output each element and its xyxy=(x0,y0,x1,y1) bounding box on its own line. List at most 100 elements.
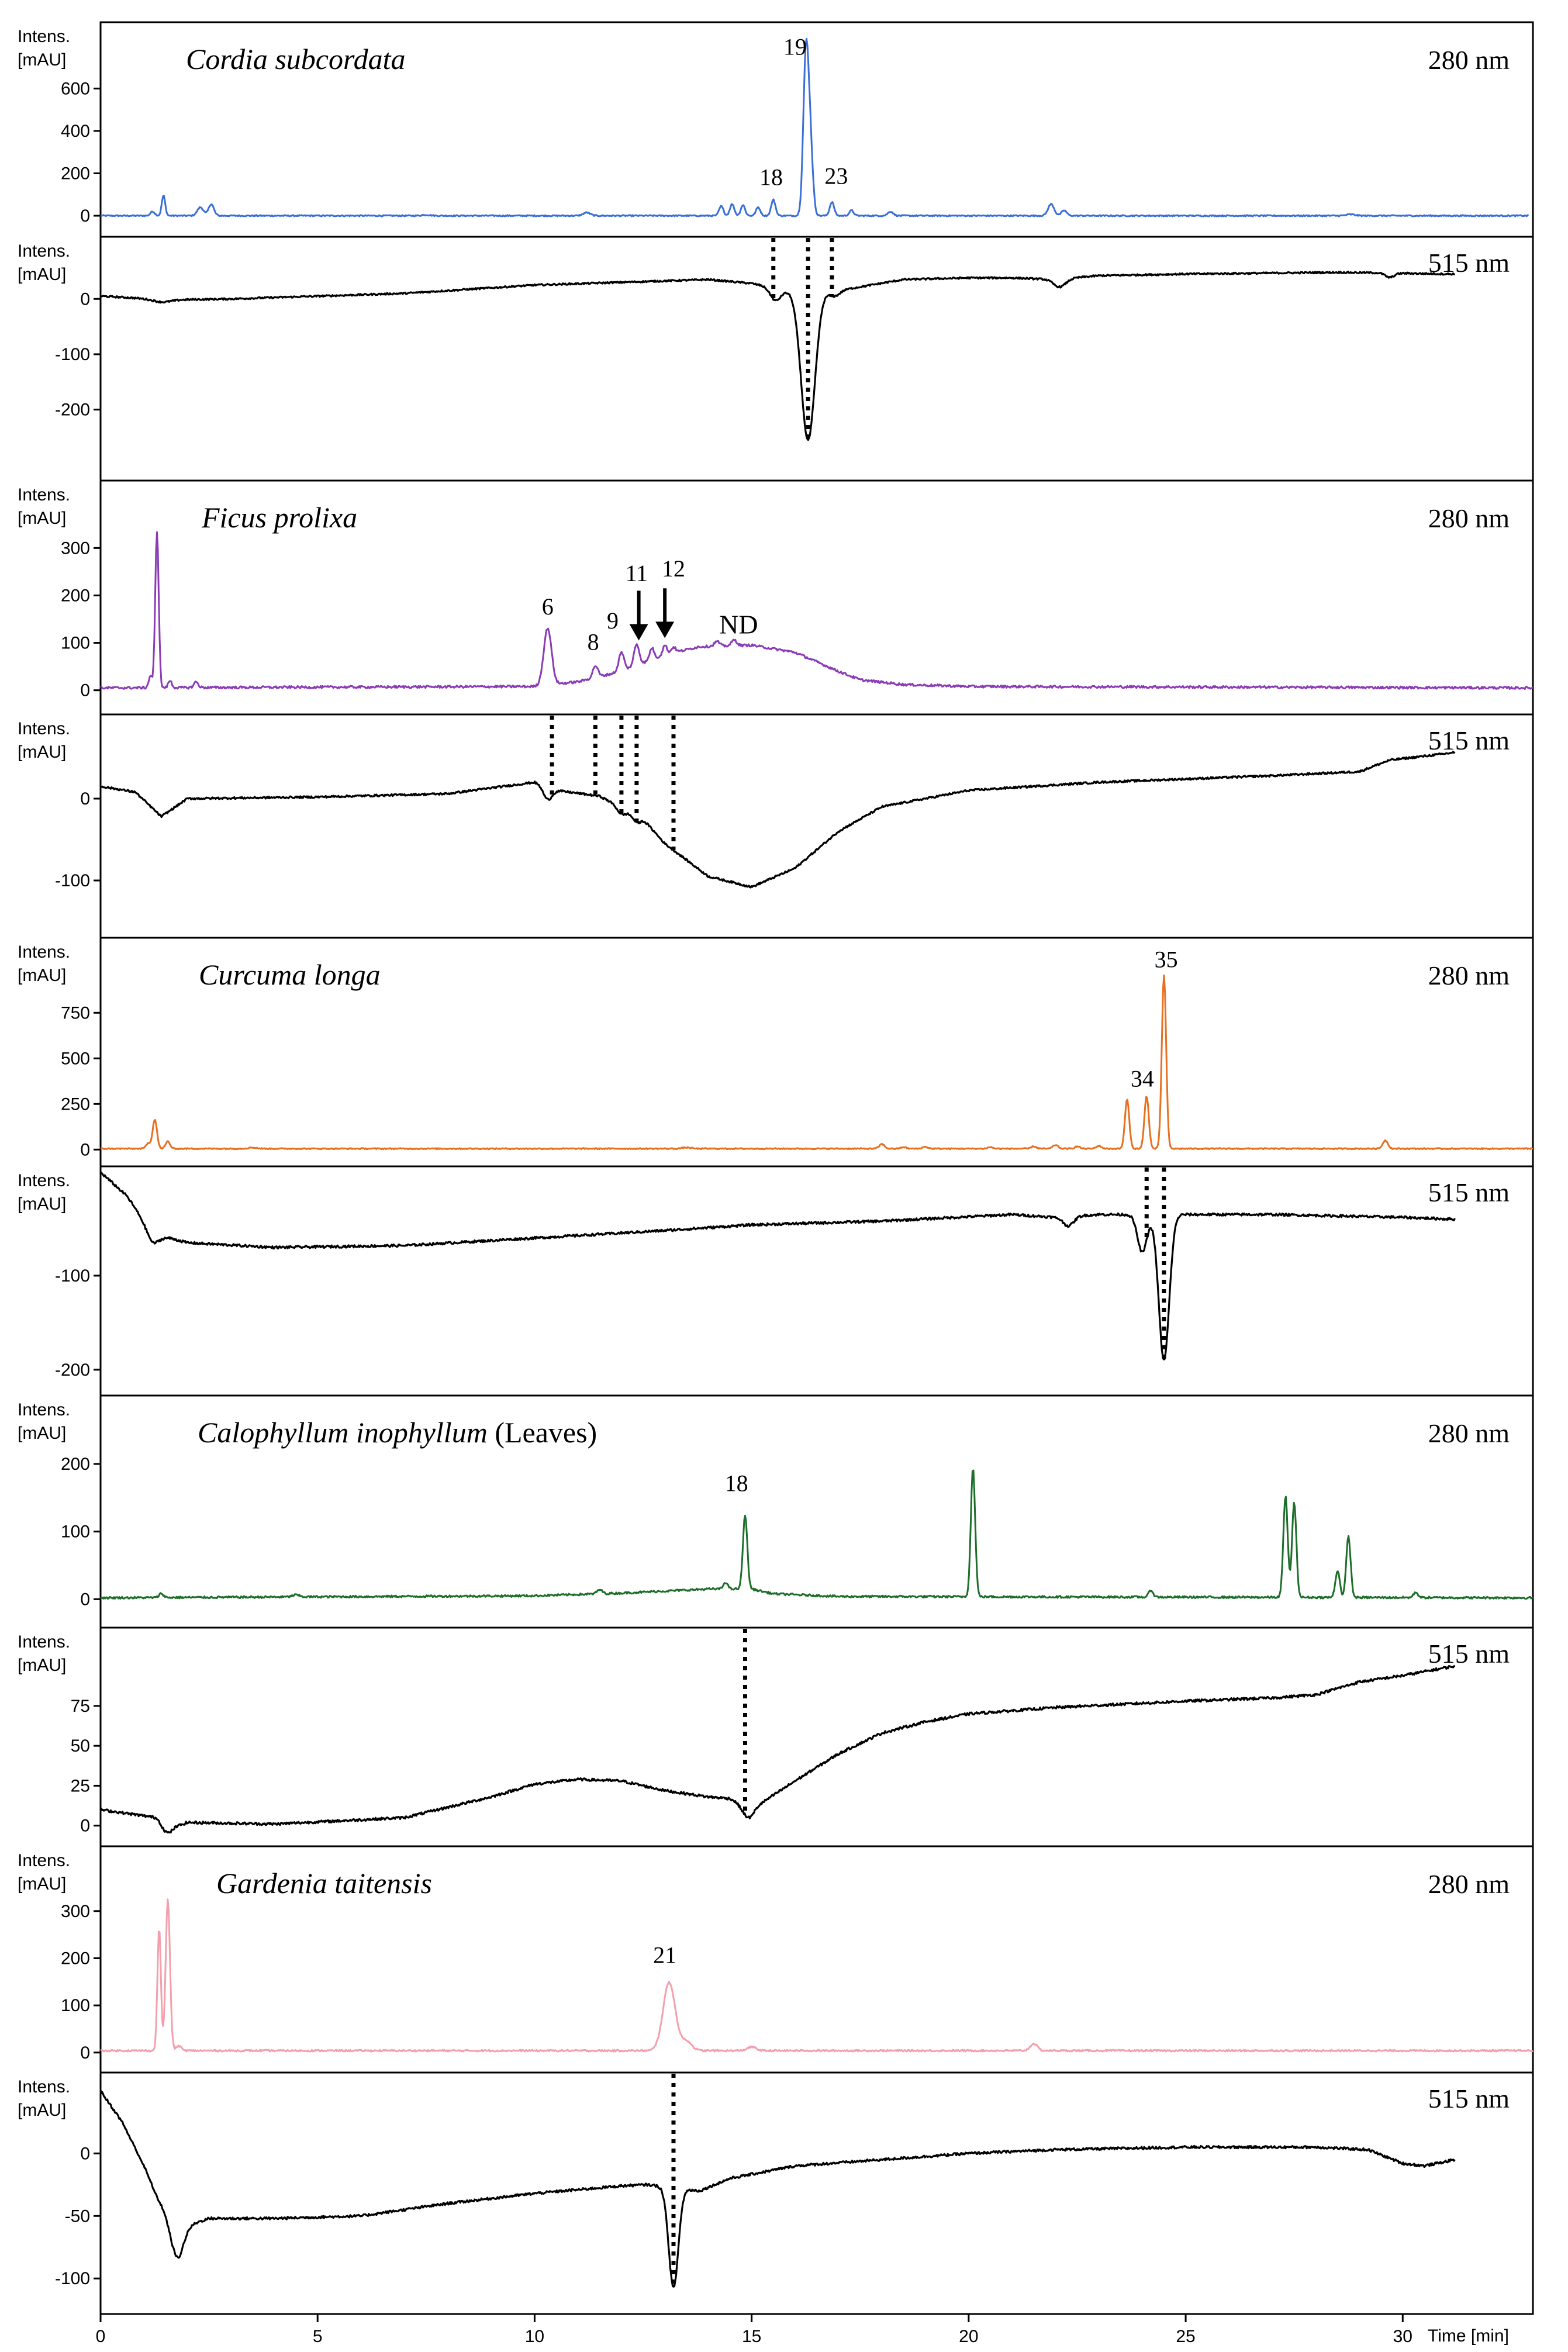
y-tick-label: 400 xyxy=(61,122,90,141)
peak-arrow-head xyxy=(629,624,648,641)
panel-frame xyxy=(99,2071,1534,2315)
wavelength-label: 280 nm xyxy=(1428,961,1510,990)
not-determined-label: ND xyxy=(719,609,758,639)
panel-frame xyxy=(99,1626,1534,1847)
trace-515nm xyxy=(100,751,1456,889)
y-tick-label: 300 xyxy=(61,1902,90,1921)
wavelength-label: 280 nm xyxy=(1428,503,1510,533)
y-tick-label: -100 xyxy=(55,871,90,890)
sample-title: Ficus prolixa xyxy=(201,501,357,534)
trace-515nm xyxy=(100,271,1456,441)
y-tick-label: 0 xyxy=(80,206,90,226)
sample-title: Calophyllum inophyllum (Leaves) xyxy=(198,1416,597,1449)
x-tick-label: 5 xyxy=(313,2327,323,2346)
y-tick-label: 0 xyxy=(80,1140,90,1159)
x-tick-label: 15 xyxy=(742,2327,761,2346)
y-tick-label: -100 xyxy=(55,345,90,364)
y-axis-label-unit: [mAU] xyxy=(18,966,66,985)
y-tick-label: -100 xyxy=(55,1266,90,1286)
trace-280nm xyxy=(100,1469,1534,1600)
y-tick-label: 250 xyxy=(61,1094,90,1114)
sample-title: Cordia subcordata xyxy=(186,43,406,75)
trace-280nm xyxy=(101,974,1534,1151)
peak-arrow-head xyxy=(655,621,675,638)
y-tick-label: 0 xyxy=(80,289,90,309)
peak-label: 9 xyxy=(607,607,619,634)
y-axis-label-unit: [mAU] xyxy=(18,265,66,284)
y-axis-label-intens: Intens. xyxy=(18,27,70,46)
y-axis-label-intens: Intens. xyxy=(18,2077,70,2097)
y-tick-label: 300 xyxy=(61,538,90,558)
wavelength-label: 280 nm xyxy=(1428,45,1510,75)
wavelength-label: 515 nm xyxy=(1428,726,1510,755)
y-axis-label-intens: Intens. xyxy=(18,1632,70,1652)
y-axis-label-unit: [mAU] xyxy=(18,2101,66,2120)
y-tick-label: 0 xyxy=(80,681,90,700)
x-tick-label: 0 xyxy=(96,2327,106,2346)
peak-label: 12 xyxy=(662,555,685,582)
y-axis-label-unit: [mAU] xyxy=(18,1424,66,1443)
y-axis-label-intens: Intens. xyxy=(18,1400,70,1420)
y-tick-label: -200 xyxy=(55,400,90,420)
sample-title: Curcuma longa xyxy=(199,958,381,991)
y-axis-label-intens: Intens. xyxy=(18,485,70,505)
x-axis-label: Time [min] xyxy=(1428,2326,1509,2346)
y-tick-label: 0 xyxy=(80,1590,90,1609)
y-tick-label: 500 xyxy=(61,1049,90,1068)
y-tick-label: -200 xyxy=(55,1360,90,1380)
y-tick-label: 200 xyxy=(61,586,90,605)
y-axis-label-unit: [mAU] xyxy=(18,1874,66,1894)
peak-label: 23 xyxy=(824,163,848,189)
y-axis-label-unit: [mAU] xyxy=(18,509,66,528)
peak-label: 34 xyxy=(1131,1066,1154,1092)
y-tick-label: 200 xyxy=(61,1949,90,1968)
y-axis-label-unit: [mAU] xyxy=(18,1656,66,1675)
y-axis-label-intens: Intens. xyxy=(18,719,70,738)
sample-title: Gardenia taitensis xyxy=(216,1867,432,1899)
x-tick-label: 10 xyxy=(525,2327,544,2346)
peak-label: 18 xyxy=(725,1470,748,1496)
y-tick-label: 750 xyxy=(61,1003,90,1023)
wavelength-label: 515 nm xyxy=(1428,2084,1510,2113)
wavelength-label: 515 nm xyxy=(1428,1177,1510,1207)
x-tick-label: 25 xyxy=(1176,2327,1195,2346)
y-axis-label-unit: [mAU] xyxy=(18,1194,66,1214)
y-axis-label-intens: Intens. xyxy=(18,241,70,261)
y-axis-label-intens: Intens. xyxy=(18,942,70,962)
y-tick-label: 25 xyxy=(71,1776,90,1795)
peak-label: 21 xyxy=(653,1942,676,1968)
trace-515nm xyxy=(99,1664,1456,1834)
trace-280nm xyxy=(100,37,1529,217)
x-tick-label: 30 xyxy=(1393,2327,1412,2346)
panel-frame xyxy=(99,1165,1534,1397)
wavelength-label: 280 nm xyxy=(1428,1418,1510,1448)
y-tick-label: 75 xyxy=(71,1697,90,1716)
y-tick-label: 600 xyxy=(61,79,90,98)
y-axis-label-intens: Intens. xyxy=(18,1171,70,1190)
peak-label: 35 xyxy=(1155,946,1178,972)
peak-label: 6 xyxy=(542,593,554,620)
y-tick-label: 200 xyxy=(61,1455,90,1474)
trace-515nm xyxy=(99,2089,1456,2288)
y-tick-label: 0 xyxy=(80,1816,90,1836)
peak-label: 11 xyxy=(626,560,648,586)
y-tick-label: 200 xyxy=(61,164,90,183)
y-axis-label-unit: [mAU] xyxy=(18,50,66,70)
trace-515nm xyxy=(100,1171,1456,1360)
peak-label: 18 xyxy=(759,164,783,190)
panel-frame xyxy=(99,713,1534,939)
x-tick-label: 20 xyxy=(959,2327,978,2346)
y-tick-label: -100 xyxy=(55,2269,90,2288)
peak-label: 8 xyxy=(588,629,599,655)
wavelength-label: 280 nm xyxy=(1428,1869,1510,1899)
y-tick-label: 100 xyxy=(61,1996,90,2015)
time-axis: Time [min] 0 5 10 15 20 25 30 xyxy=(96,2314,1509,2346)
y-tick-label: 100 xyxy=(61,634,90,653)
y-tick-label: 0 xyxy=(80,2043,90,2063)
y-axis-label-intens: Intens. xyxy=(18,1851,70,1870)
trace-280nm xyxy=(100,531,1534,690)
y-tick-label: 0 xyxy=(80,789,90,809)
y-axis-label-unit: [mAU] xyxy=(18,742,66,762)
